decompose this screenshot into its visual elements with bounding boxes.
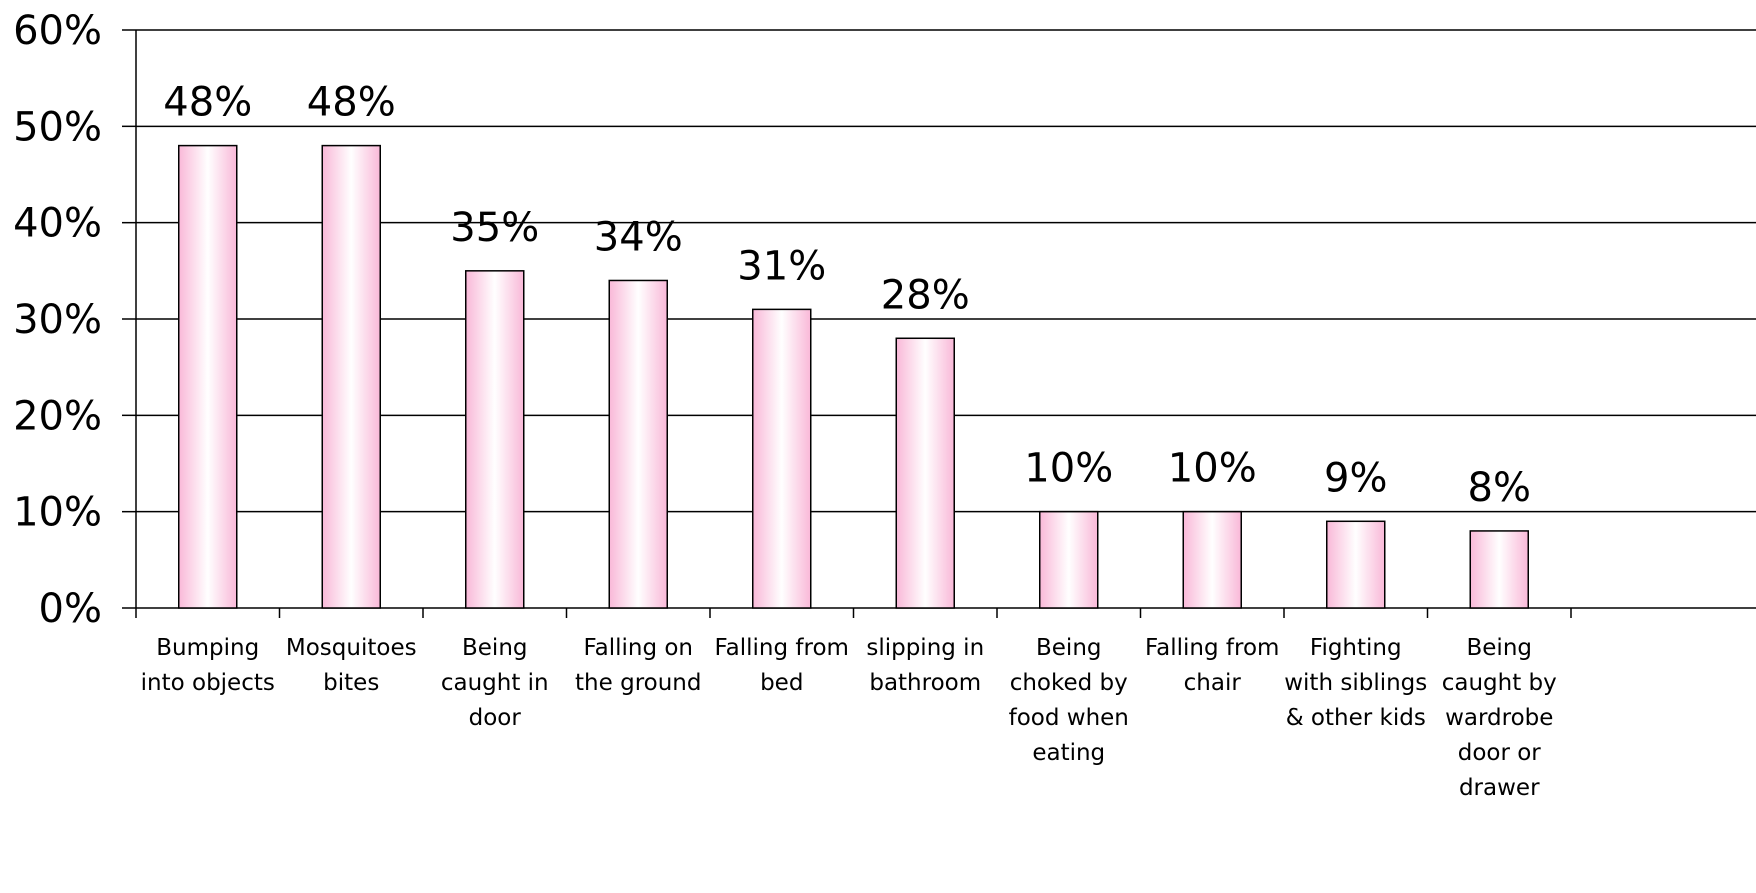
category-label-line: Fighting: [1310, 635, 1402, 661]
category-label: Being choked by food when eating: [1009, 635, 1129, 766]
category-label-line: Being: [462, 635, 528, 661]
bar: [1182, 510, 1242, 609]
category-label: Falling from chair: [1145, 635, 1279, 696]
gridlines: [136, 29, 1756, 513]
category-label-line: bed: [760, 670, 803, 696]
y-axis-tick-label: 60%: [13, 8, 102, 54]
y-axis-tick-label: 40%: [13, 201, 102, 247]
category-label-line: door: [469, 705, 522, 731]
category-label-line: Being: [1467, 635, 1533, 661]
bar-data-label: 48%: [307, 80, 396, 126]
bar-data-label: 8%: [1468, 465, 1531, 511]
category-label-line: Falling from: [1145, 635, 1279, 661]
bar: [1469, 530, 1529, 609]
category-label-line: Bumping: [156, 635, 259, 661]
category-label-line: the ground: [575, 670, 701, 696]
category-label-line: choked by: [1010, 670, 1128, 696]
category-label-line: caught by: [1442, 670, 1557, 696]
category-label-line: caught in: [441, 670, 549, 696]
y-axis-tick-labels: 0% 10% 20% 30% 40% 50% 60%: [13, 8, 102, 632]
bar-data-label: 34%: [594, 214, 683, 260]
y-axis-tick-label: 0%: [39, 586, 102, 632]
bars: [178, 144, 1529, 609]
category-label-line: into objects: [141, 670, 275, 696]
category-label-line: bites: [323, 670, 379, 696]
y-axis-tick-label: 20%: [13, 393, 102, 439]
category-label-line: eating: [1032, 740, 1105, 766]
category-label-line: Falling from: [715, 635, 849, 661]
category-label-line: food when: [1009, 705, 1129, 731]
bar: [1326, 520, 1386, 609]
bar-data-label: 28%: [881, 272, 970, 318]
category-label: Fighting with siblings & other kids: [1284, 635, 1427, 731]
bar-data-label: 10%: [1024, 446, 1113, 492]
category-label-line: with siblings: [1284, 670, 1427, 696]
category-label: Falling on the ground: [575, 635, 701, 696]
category-label-line: Falling on: [583, 635, 693, 661]
category-label-line: drawer: [1459, 775, 1540, 801]
bar: [752, 308, 812, 609]
y-axis-tick-label: 30%: [13, 297, 102, 343]
bar-data-label: 48%: [163, 80, 252, 126]
category-label-line: door or: [1458, 740, 1542, 766]
category-label-line: bathroom: [869, 670, 981, 696]
category-label: Being caught in door: [441, 635, 549, 731]
category-label-line: & other kids: [1286, 705, 1426, 731]
data-labels: 48% 48% 35% 34% 31% 28% 10% 10% 9% 8%: [163, 80, 1531, 511]
x-axis-category-labels: Bumping into objects Mosquitoes bites Being c…: [141, 635, 1557, 801]
y-axis-tick-label: 10%: [13, 490, 102, 536]
bar: [321, 144, 381, 609]
bar: [1039, 510, 1099, 609]
y-axis-tick-label: 50%: [13, 104, 102, 150]
category-label-line: slipping in: [866, 635, 984, 661]
bar-data-label: 10%: [1168, 446, 1257, 492]
category-label: Being caught by wardrobe door or drawer: [1442, 635, 1557, 801]
bar-data-label: 9%: [1324, 455, 1387, 501]
bar-data-label: 31%: [737, 243, 826, 289]
bar-data-label: 35%: [450, 205, 539, 251]
category-label-line: chair: [1184, 670, 1242, 696]
category-label: slipping in bathroom: [866, 635, 984, 696]
bar: [608, 279, 668, 609]
category-label: Falling from bed: [715, 635, 849, 696]
bar: [178, 144, 238, 609]
category-label-line: Being: [1036, 635, 1102, 661]
bar: [895, 337, 955, 609]
category-label: Bumping into objects: [141, 635, 275, 696]
category-label: Mosquitoes bites: [286, 635, 417, 696]
bar: [465, 270, 525, 609]
category-label-line: Mosquitoes: [286, 635, 417, 661]
category-label-line: wardrobe: [1445, 705, 1553, 731]
